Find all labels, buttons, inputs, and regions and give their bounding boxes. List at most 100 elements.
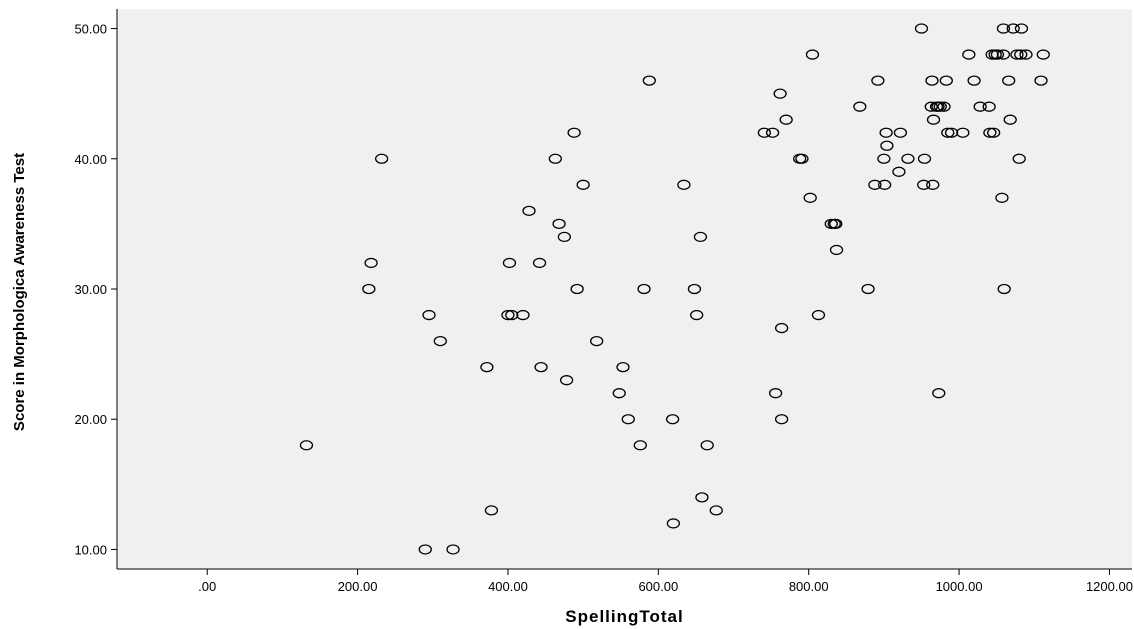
data-point [1012,153,1026,164]
x-tick-label: 1000.00 [936,579,983,594]
x-tick-label: 800.00 [789,579,829,594]
data-point [795,153,809,164]
data-point [880,140,894,151]
data-point [700,440,714,451]
data-point [967,75,981,86]
data-point [765,127,780,138]
data-point [811,309,826,321]
data-point [522,205,536,217]
data-point [917,179,931,190]
data-point [996,49,1011,60]
data-point [893,127,908,138]
data-point [982,101,996,112]
data-point [501,309,515,321]
x-tick-label: 200.00 [338,579,378,594]
data-point [677,179,691,190]
data-point [364,257,378,269]
data-point [805,49,820,60]
data-point [773,88,787,99]
data-point [1019,49,1033,60]
data-point [1010,49,1024,60]
data-point [559,375,574,386]
data-point [774,414,789,425]
data-point [871,75,885,86]
data-point [665,414,680,425]
x-axis-title: SpellingTotal [565,607,683,626]
plot-area [117,9,1132,569]
data-point [829,244,844,256]
data-point [914,23,929,34]
data-point [757,127,771,138]
data-point [433,335,447,347]
data-point [548,153,562,164]
data-point [505,309,519,321]
y-tick-label: 50.00 [74,22,107,37]
data-point [590,335,604,347]
data-point [687,283,702,295]
data-point [422,309,436,321]
data-point [996,23,1011,34]
data-point [690,309,704,321]
data-point [926,179,940,190]
data-points [299,23,1050,555]
data-point [637,283,651,295]
data-point [901,153,915,164]
data-point [362,283,376,295]
data-point [995,192,1009,203]
data-point [768,388,783,399]
x-tick-label: 600.00 [638,579,678,594]
data-point [1002,75,1016,86]
data-point [484,505,499,516]
data-point [932,388,946,399]
data-point [924,101,938,112]
data-point [616,361,630,373]
data-point [779,114,793,125]
data-point [917,153,932,164]
data-point [552,218,566,230]
data-point [570,283,584,295]
data-point [944,127,959,138]
x-axis-ticks: .00 200.00 400.00 600.00 800.00 1000.00 1200.0… [198,569,1133,594]
data-point [532,257,547,269]
data-point [892,166,906,177]
data-point [774,322,789,334]
data-point [803,192,817,203]
data-point [937,101,951,112]
data-point [1014,23,1029,34]
data-point [567,127,581,138]
data-point [1003,114,1017,125]
x-tick-label: .00 [198,579,216,594]
y-axis-ticks: 10.00 20.00 30.00 40.00 50.00 [74,22,117,557]
data-point [925,75,939,86]
data-point [695,492,709,503]
y-tick-label: 30.00 [74,282,107,297]
x-tick-label: 400.00 [488,579,528,594]
data-point [642,75,656,86]
data-point [1006,23,1020,34]
data-point [939,75,953,86]
data-point [557,231,572,243]
data-point [480,361,494,373]
y-tick-label: 10.00 [74,542,107,557]
data-point [861,283,875,295]
data-point [877,179,892,190]
data-point [1036,49,1050,60]
data-point [829,218,843,230]
data-point [621,414,635,425]
data-point [926,114,941,125]
y-axis-title: Score in Morphologica Awareness Test [11,153,28,431]
data-point [933,101,947,112]
data-point [879,127,893,138]
data-point [956,127,970,138]
data-point [1034,75,1048,86]
data-point [941,127,955,138]
data-point [693,231,708,243]
data-point [983,127,997,138]
data-point [576,179,590,190]
data-point [299,440,314,451]
data-point [877,153,891,164]
data-point [1014,49,1028,60]
data-point [666,518,681,529]
data-point [633,440,647,451]
